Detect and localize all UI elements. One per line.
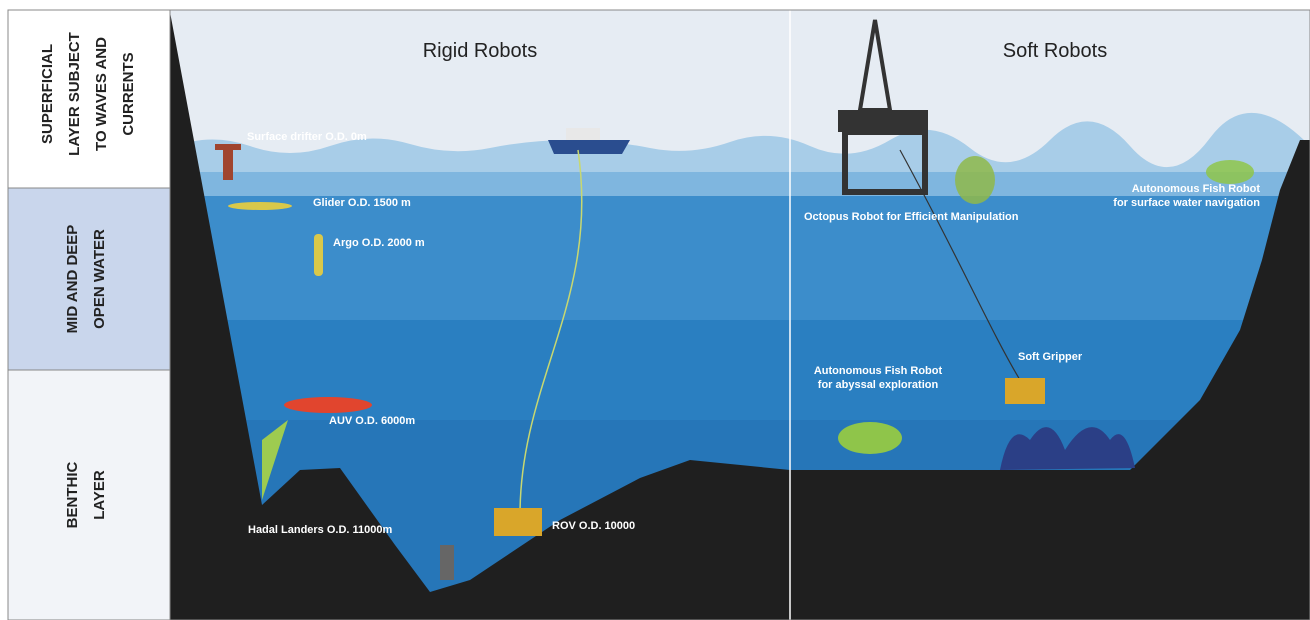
coral bbox=[1000, 427, 1135, 470]
layer-label: OPEN WATER bbox=[91, 229, 108, 329]
soft-gripper-rov bbox=[1005, 378, 1045, 404]
robot-label: Octopus Robot for Efficient Manipulation bbox=[804, 211, 1019, 223]
section-title: Soft Robots bbox=[1003, 40, 1108, 62]
section-title: Rigid Robots bbox=[423, 40, 538, 62]
cable bbox=[899, 149, 1021, 381]
frame bbox=[169, 9, 1310, 620]
glider bbox=[228, 202, 292, 210]
robot-label: Soft Gripper bbox=[1018, 351, 1083, 363]
layer-label: LAYER bbox=[91, 470, 108, 520]
layer-label: BENTHIC bbox=[64, 462, 81, 529]
tether bbox=[519, 149, 583, 516]
layer-labels: SUPERFICIAL LAYER SUBJECT TO WAVES AND C… bbox=[39, 32, 137, 528]
layer-label: TO WAVES AND bbox=[93, 37, 110, 151]
layer-box bbox=[7, 369, 171, 620]
layer-label: SUPERFICIAL bbox=[39, 44, 56, 144]
robot-label: for abyssal exploration bbox=[818, 379, 939, 391]
robot-label: Argo O.D. 2000 m bbox=[333, 237, 425, 249]
surface-fish bbox=[1206, 160, 1254, 184]
auv bbox=[284, 397, 372, 413]
robot-label: ROV O.D. 10000 bbox=[552, 520, 635, 532]
robot-label: Hadal Landers O.D. 11000m bbox=[248, 524, 393, 536]
drifter bbox=[223, 148, 233, 180]
layer-box bbox=[7, 187, 171, 371]
robot-label: for surface water navigation bbox=[1113, 197, 1260, 209]
layer-label: MID AND DEEP bbox=[64, 225, 81, 334]
surface-band bbox=[170, 172, 1310, 196]
lander bbox=[440, 545, 454, 580]
rov bbox=[494, 508, 542, 536]
icons bbox=[215, 19, 1254, 580]
robot-label: Glider O.D. 1500 m bbox=[313, 197, 411, 209]
seafloor bbox=[170, 12, 1310, 620]
robot-label: AUV O.D. 6000m bbox=[329, 415, 415, 427]
mid-water bbox=[170, 196, 1310, 320]
platform-legs bbox=[842, 129, 928, 195]
argo bbox=[314, 234, 323, 276]
ship bbox=[548, 140, 630, 154]
layer-label: CURRENTS bbox=[120, 52, 137, 135]
robot-label: Surface drifter O.D. 0m bbox=[247, 131, 367, 143]
robot-label: Autonomous Fish Robot bbox=[814, 365, 943, 377]
layer-box bbox=[7, 9, 171, 189]
octopus bbox=[955, 156, 995, 204]
layer-label: LAYER SUBJECT bbox=[66, 32, 83, 156]
sonar-cone bbox=[262, 420, 288, 500]
platform-derrick bbox=[857, 19, 893, 112]
ship-deck bbox=[566, 128, 600, 140]
drifter-top bbox=[215, 144, 241, 150]
robot-label: Autonomous Fish Robot bbox=[1132, 183, 1261, 195]
abyssal-fish bbox=[838, 422, 902, 454]
platform-deck bbox=[838, 110, 928, 132]
